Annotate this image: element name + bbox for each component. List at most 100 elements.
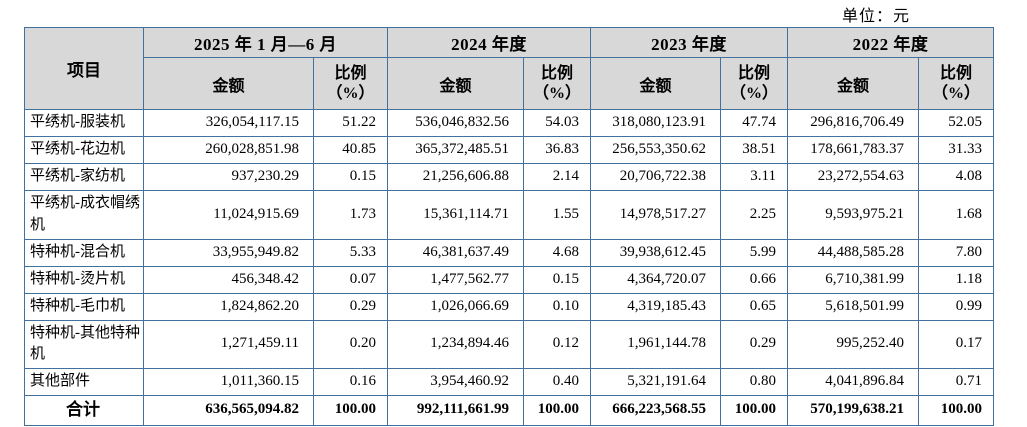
ratio-cell: 0.17 (918, 319, 994, 369)
ratio-cell: 100.00 (918, 395, 994, 426)
ratio-cell: 5.99 (720, 238, 788, 267)
ratio-cell: 0.40 (523, 368, 591, 396)
amount-cell: 4,364,720.07 (590, 265, 721, 294)
ratio-cell: 4.08 (918, 163, 994, 191)
table-row: 特种机-其他特种机 1,271,459.11 0.20 1,234,894.46 0.1… (24, 319, 994, 369)
amount-cell: 570,199,638.21 (787, 395, 919, 426)
amount-cell: 5,618,501.99 (787, 292, 919, 321)
table-row: 特种机-毛巾机 1,824,862.20 0.29 1,026,066.69 0.10 4… (24, 292, 994, 321)
ratio-cell: 1.68 (918, 190, 994, 240)
amount-cell: 326,054,117.15 (143, 109, 314, 137)
amount-cell: 23,272,554.63 (787, 163, 919, 191)
ratio-label-line1: 比例 (737, 64, 770, 82)
table-row: 特种机-混合机 33,955,949.82 5.33 46,381,637.49 4.6… (24, 238, 994, 267)
ratio-cell: 0.80 (720, 368, 788, 396)
item-cell: 特种机-其他特种机 (24, 319, 144, 369)
amount-cell: 4,319,185.43 (590, 292, 721, 321)
ratio-cell: 0.07 (313, 265, 388, 294)
column-header-amount-2023: 金额 (590, 57, 721, 110)
ratio-cell: 7.80 (918, 238, 994, 267)
ratio-cell: 0.71 (918, 368, 994, 396)
ratio-cell: 0.29 (720, 319, 788, 369)
period-header-row: 项目 2025 年 1 月—6 月 2024 年度 2023 年度 2022 年… (24, 27, 994, 110)
amount-cell: 992,111,661.99 (387, 395, 524, 426)
column-header-amount-2025h1: 金额 (143, 57, 314, 110)
column-header-period-2025h1: 2025 年 1 月—6 月 (143, 27, 388, 58)
total-row: 合计 636,565,094.82 100.00 992,111,661.99 100.… (24, 395, 994, 426)
item-cell: 其他部件 (24, 368, 144, 396)
amount-cell: 21,256,606.88 (387, 163, 524, 191)
amount-cell: 365,372,485.51 (387, 136, 524, 164)
ratio-cell: 1.18 (918, 265, 994, 294)
ratio-label-line2: （%） (931, 84, 980, 102)
subheader-row: 金额 比例 （%） 金额 比例 （%） 金额 比例 （%） 金额 比例 (25, 57, 994, 110)
amount-cell: 39,938,612.45 (590, 238, 721, 267)
column-header-item: 项目 (24, 27, 144, 110)
item-cell: 平绣机-家纺机 (24, 163, 144, 191)
item-cell: 平绣机-服装机 (24, 109, 144, 137)
ratio-cell: 1.73 (313, 190, 388, 240)
amount-cell: 260,028,851.98 (143, 136, 314, 164)
item-cell: 特种机-毛巾机 (24, 292, 144, 321)
ratio-label-line2: （%） (532, 84, 581, 102)
ratio-cell: 5.33 (313, 238, 388, 267)
table-row: 特种机-烫片机 456,348.42 0.07 1,477,562.77 0.15 4,3… (24, 265, 994, 294)
ratio-cell: 0.29 (313, 292, 388, 321)
amount-cell: 636,565,094.82 (143, 395, 314, 426)
ratio-cell: 100.00 (313, 395, 388, 426)
column-header-amount-2022: 金额 (787, 57, 919, 110)
item-cell: 平绣机-成衣帽绣机 (24, 190, 144, 240)
column-header-ratio-2022: 比例 （%） (918, 57, 994, 110)
item-cell: 平绣机-花边机 (24, 136, 144, 164)
amount-cell: 5,321,191.64 (590, 368, 721, 396)
amount-cell: 33,955,949.82 (143, 238, 314, 267)
item-cell: 合计 (24, 395, 144, 426)
column-header-ratio-2025h1: 比例 （%） (313, 57, 388, 110)
ratio-cell: 0.99 (918, 292, 994, 321)
amount-cell: 256,553,350.62 (590, 136, 721, 164)
ratio-cell: 4.68 (523, 238, 591, 267)
amount-cell: 1,824,862.20 (143, 292, 314, 321)
ratio-cell: 0.15 (523, 265, 591, 294)
amount-cell: 6,710,381.99 (787, 265, 919, 294)
item-cell: 特种机-混合机 (24, 238, 144, 267)
table-row: 其他部件 1,011,360.15 0.16 3,954,460.92 0.40 5,32… (24, 368, 994, 396)
ratio-cell: 1.55 (523, 190, 591, 240)
ratio-label-line1: 比例 (939, 64, 972, 82)
table-row: 平绣机-服装机 326,054,117.15 51.22 536,046,832.56… (24, 109, 994, 137)
amount-cell: 456,348.42 (143, 265, 314, 294)
amount-cell: 1,961,144.78 (590, 319, 721, 369)
amount-cell: 536,046,832.56 (387, 109, 524, 137)
amount-cell: 666,223,568.55 (590, 395, 721, 426)
amount-cell: 46,381,637.49 (387, 238, 524, 267)
amount-cell: 296,816,706.49 (787, 109, 919, 137)
ratio-cell: 0.16 (313, 368, 388, 396)
ratio-cell: 100.00 (720, 395, 788, 426)
table-header: 项目 2025 年 1 月—6 月 2024 年度 2023 年度 2022 年… (24, 27, 994, 110)
ratio-label-line1: 比例 (334, 64, 367, 82)
amount-cell: 3,954,460.92 (387, 368, 524, 396)
column-header-ratio-2024: 比例 （%） (523, 57, 591, 110)
ratio-cell: 2.14 (523, 163, 591, 191)
ratio-cell: 54.03 (523, 109, 591, 137)
ratio-cell: 3.11 (720, 163, 788, 191)
ratio-cell: 0.66 (720, 265, 788, 294)
column-header-period-2023: 2023 年度 (590, 27, 788, 58)
ratio-cell: 52.05 (918, 109, 994, 137)
ratio-label-line2: （%） (326, 84, 375, 102)
amount-cell: 1,271,459.11 (143, 319, 314, 369)
revenue-breakdown-table: 项目 2025 年 1 月—6 月 2024 年度 2023 年度 2022 年… (24, 27, 994, 426)
ratio-cell: 0.15 (313, 163, 388, 191)
ratio-cell: 0.65 (720, 292, 788, 321)
unit-label: 单位：元 (842, 8, 911, 25)
amount-cell: 1,026,066.69 (387, 292, 524, 321)
item-cell: 特种机-烫片机 (24, 265, 144, 294)
amount-cell: 11,024,915.69 (143, 190, 314, 240)
amount-cell: 14,978,517.27 (590, 190, 721, 240)
table-body: 平绣机-服装机 326,054,117.15 51.22 536,046,832.56… (24, 109, 994, 426)
ratio-cell: 2.25 (720, 190, 788, 240)
amount-cell: 9,593,975.21 (787, 190, 919, 240)
ratio-cell: 38.51 (720, 136, 788, 164)
amount-cell: 15,361,114.71 (387, 190, 524, 240)
ratio-cell: 100.00 (523, 395, 591, 426)
